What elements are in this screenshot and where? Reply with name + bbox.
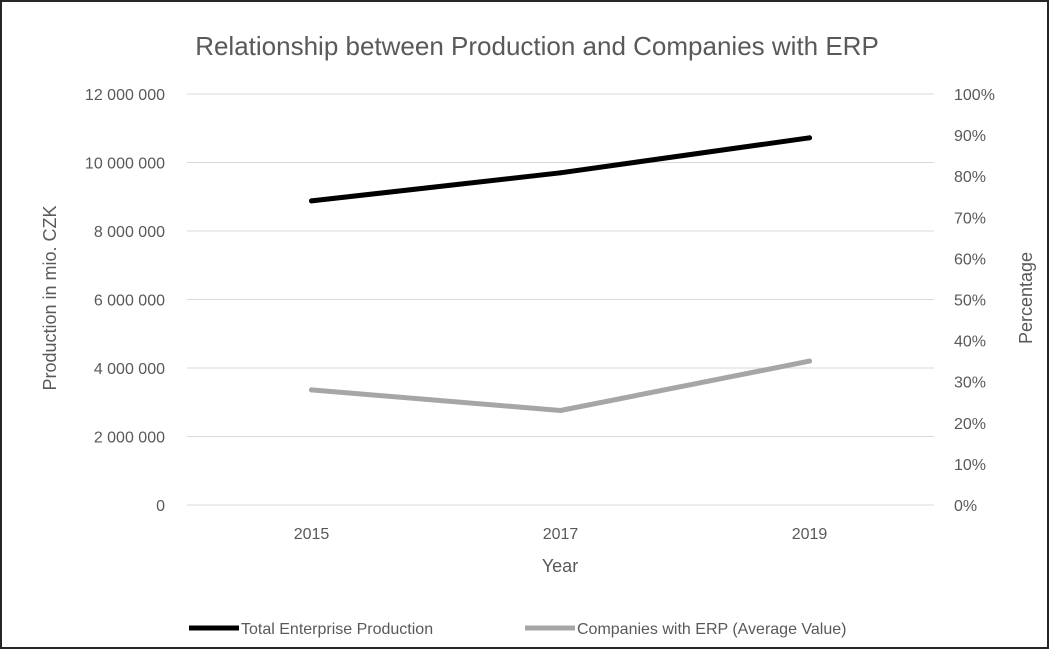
y-tick-label: 4 000 000 [94,361,165,378]
secondary-y-axis-label: Percentage [1016,252,1036,344]
y-tick-label: 12 000 000 [85,87,165,104]
y2-tick-label: 100% [954,87,995,104]
y-axis-label: Production in mio. CZK [40,205,60,390]
y-tick-label: 2 000 000 [94,430,165,447]
legend-label-companies-with-erp: Companies with ERP (Average Value) [577,621,846,638]
data-point [807,135,812,141]
y2-tick-label: 70% [954,210,986,227]
secondary-y-axis-ticks: 0% 10% 20% 30% 40% 50% 60% 70% 80% 90% 100% [954,87,995,515]
y2-tick-label: 20% [954,416,986,433]
data-point [309,387,314,393]
data-point [558,170,563,176]
x-tick-label: 2019 [792,526,828,543]
series-lines [309,135,812,413]
chart-title: Relationship between Production and Comp… [195,31,879,61]
y2-tick-label: 50% [954,293,986,310]
y-tick-label: 8 000 000 [94,224,165,241]
y-axis-ticks: 0 2 000 000 4 000 000 6 000 000 8 000 000 10 … [85,87,165,515]
series-line-companies-with-erp [309,358,812,413]
x-tick-label: 2017 [543,526,579,543]
legend: Total Enterprise Production Companies wi… [189,621,846,638]
y2-tick-label: 40% [954,334,986,351]
y-tick-label: 10 000 000 [85,156,165,173]
x-axis-ticks: 2015 2017 2019 [294,526,828,543]
x-tick-label: 2015 [294,526,330,543]
x-axis-label: Year [542,556,578,576]
y2-tick-label: 30% [954,375,986,392]
gridlines [187,93,934,506]
y2-tick-label: 80% [954,169,986,186]
data-point [807,358,812,364]
legend-label-total-enterprise-production: Total Enterprise Production [241,621,433,638]
data-point [309,198,314,204]
data-point [558,407,563,413]
y2-tick-label: 10% [954,457,986,474]
series-line-total-enterprise-production [309,135,812,204]
y-tick-label: 6 000 000 [94,293,165,310]
y-tick-label: 0 [156,498,165,515]
y2-tick-label: 60% [954,251,986,268]
y2-tick-label: 90% [954,128,986,145]
y2-tick-label: 0% [954,498,977,515]
